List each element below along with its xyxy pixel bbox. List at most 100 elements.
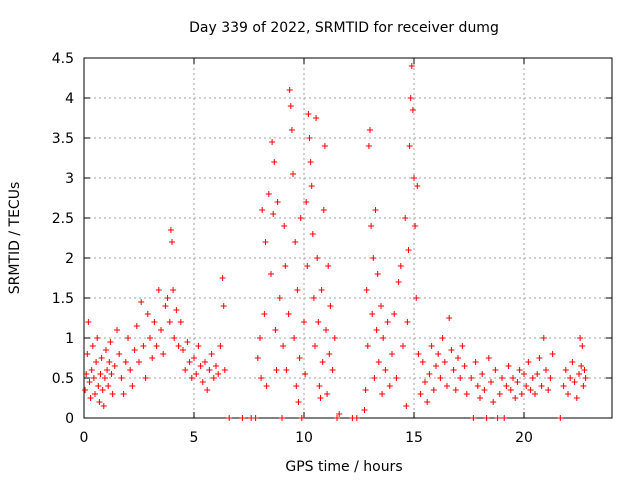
data-point xyxy=(99,387,106,393)
data-point xyxy=(85,319,92,325)
data-point xyxy=(316,383,323,389)
data-point xyxy=(270,211,277,217)
data-point xyxy=(326,351,333,357)
data-point xyxy=(210,375,217,381)
data-point xyxy=(327,303,334,309)
data-point xyxy=(402,215,409,221)
data-point xyxy=(375,359,382,365)
data-point xyxy=(164,295,171,301)
data-point xyxy=(521,371,527,377)
data-point xyxy=(547,375,554,381)
data-point xyxy=(116,351,123,357)
data-point xyxy=(510,375,516,381)
data-point xyxy=(254,355,261,361)
data-point xyxy=(411,175,417,181)
data-point xyxy=(371,375,378,381)
data-point xyxy=(166,319,173,325)
data-point xyxy=(151,319,158,325)
data-point xyxy=(142,375,149,381)
data-point xyxy=(204,387,211,393)
data-point xyxy=(268,271,274,277)
data-point xyxy=(378,303,384,309)
data-point xyxy=(96,399,103,405)
data-point xyxy=(437,375,444,381)
data-point xyxy=(305,111,312,117)
data-point xyxy=(162,303,169,309)
data-point xyxy=(403,403,410,409)
data-point xyxy=(501,415,508,421)
data-point xyxy=(177,319,184,325)
data-point xyxy=(107,339,114,345)
data-point xyxy=(363,287,370,293)
data-point xyxy=(281,223,288,229)
data-point xyxy=(140,343,147,349)
data-point xyxy=(407,95,414,101)
data-point xyxy=(362,387,369,393)
data-point xyxy=(415,351,422,357)
y-tick-label: 1.5 xyxy=(52,291,74,307)
plot-frame xyxy=(83,57,613,419)
data-point xyxy=(400,343,406,349)
data-point xyxy=(433,363,439,369)
x-tick-label: 10 xyxy=(295,430,313,446)
data-point xyxy=(279,415,285,421)
data-point xyxy=(261,311,268,317)
data-point xyxy=(301,319,307,325)
data-point xyxy=(365,143,372,149)
data-point xyxy=(428,343,435,349)
data-point xyxy=(505,363,512,369)
data-point xyxy=(147,335,153,341)
data-point xyxy=(82,387,89,393)
data-point xyxy=(422,379,428,385)
data-point xyxy=(173,307,180,313)
data-point xyxy=(444,383,450,389)
data-point xyxy=(202,359,208,365)
data-point xyxy=(272,327,279,333)
data-point xyxy=(581,367,588,373)
data-point xyxy=(408,63,415,69)
data-point xyxy=(94,335,101,341)
data-point xyxy=(188,375,195,381)
data-point xyxy=(93,359,100,365)
data-point xyxy=(84,351,91,357)
data-point xyxy=(367,127,373,133)
data-point xyxy=(252,415,259,421)
data-point xyxy=(404,319,411,325)
data-point xyxy=(576,371,582,377)
data-point xyxy=(129,383,136,389)
data-point xyxy=(405,247,412,253)
data-point xyxy=(276,295,283,301)
data-point xyxy=(334,415,340,421)
data-point xyxy=(532,391,538,397)
data-point xyxy=(419,359,426,365)
data-point xyxy=(90,375,97,381)
data-point xyxy=(296,355,303,361)
data-point xyxy=(131,347,138,353)
data-point xyxy=(307,159,314,165)
data-point xyxy=(302,371,309,377)
data-point xyxy=(213,363,219,369)
data-point xyxy=(158,327,164,333)
data-point xyxy=(567,375,574,381)
data-point xyxy=(364,343,371,349)
data-point xyxy=(138,299,145,305)
data-point xyxy=(446,315,453,321)
data-point xyxy=(101,375,108,381)
data-point xyxy=(477,395,483,401)
data-point xyxy=(560,383,567,389)
data-point xyxy=(353,415,360,421)
data-point xyxy=(503,383,510,389)
data-point xyxy=(111,363,118,369)
data-point xyxy=(175,343,182,349)
data-point xyxy=(92,391,98,397)
data-point xyxy=(441,359,448,365)
data-point xyxy=(100,403,107,409)
data-point xyxy=(373,327,380,333)
data-point xyxy=(195,343,202,349)
data-point xyxy=(518,391,525,397)
data-point xyxy=(169,239,175,245)
y-tick-label: 1 xyxy=(65,331,74,347)
data-point xyxy=(217,343,224,349)
data-point xyxy=(512,395,519,401)
data-point xyxy=(283,367,290,373)
